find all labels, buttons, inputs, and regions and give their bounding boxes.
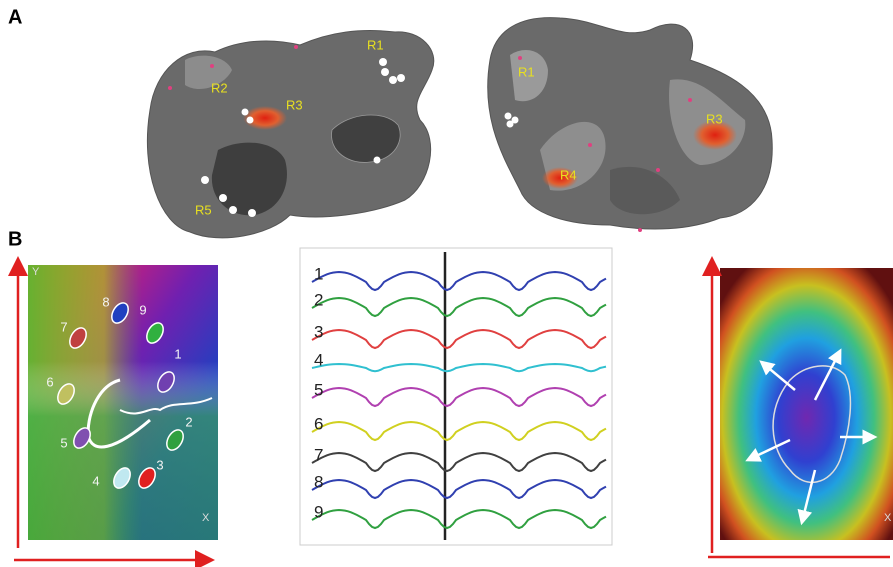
panel-label: B: [8, 228, 22, 250]
figure: A B R1 R2 R3 R5 R1 R3 R4 Y X X 1 2 3 4 5 6 7 8 9 1 2 3 4 5 6 7 8 9: [0, 0, 893, 567]
trace-label: 6: [314, 414, 323, 433]
electrode-label: 3: [156, 457, 163, 472]
region-label: R3: [286, 97, 303, 112]
electrode-label: 9: [139, 302, 146, 317]
trace-label: 8: [314, 472, 323, 491]
region-label: R3: [706, 111, 723, 126]
region-label: R1: [367, 37, 384, 52]
axis-label: X: [202, 512, 210, 524]
electrode-label: 4: [92, 473, 99, 488]
electrode-label: 1: [174, 346, 181, 361]
trace-label: 5: [314, 380, 323, 399]
trace-label: 2: [314, 290, 323, 309]
region-label: R1: [518, 64, 535, 79]
heart-left: [147, 31, 433, 238]
trace-label: 3: [314, 322, 323, 341]
region-label: R5: [195, 202, 212, 217]
electrode-label: 5: [60, 435, 67, 450]
electrode-label: 6: [46, 374, 53, 389]
trace-label: 4: [314, 350, 323, 369]
egm-panel: [300, 248, 612, 545]
region-label: R4: [560, 167, 577, 182]
axis-label: Y: [32, 266, 40, 278]
electrode-label: 8: [102, 294, 109, 309]
region-label: R2: [211, 80, 228, 95]
trace-label: 1: [314, 264, 323, 283]
electrode-label: 2: [185, 414, 192, 429]
heart-right: [488, 18, 773, 229]
trace-label: 9: [314, 502, 323, 521]
electrode-label: 7: [60, 319, 67, 334]
axis-label: X: [884, 512, 892, 524]
panel-label: A: [8, 6, 22, 28]
trace-label: 7: [314, 445, 323, 464]
propagation-map: [708, 266, 893, 557]
